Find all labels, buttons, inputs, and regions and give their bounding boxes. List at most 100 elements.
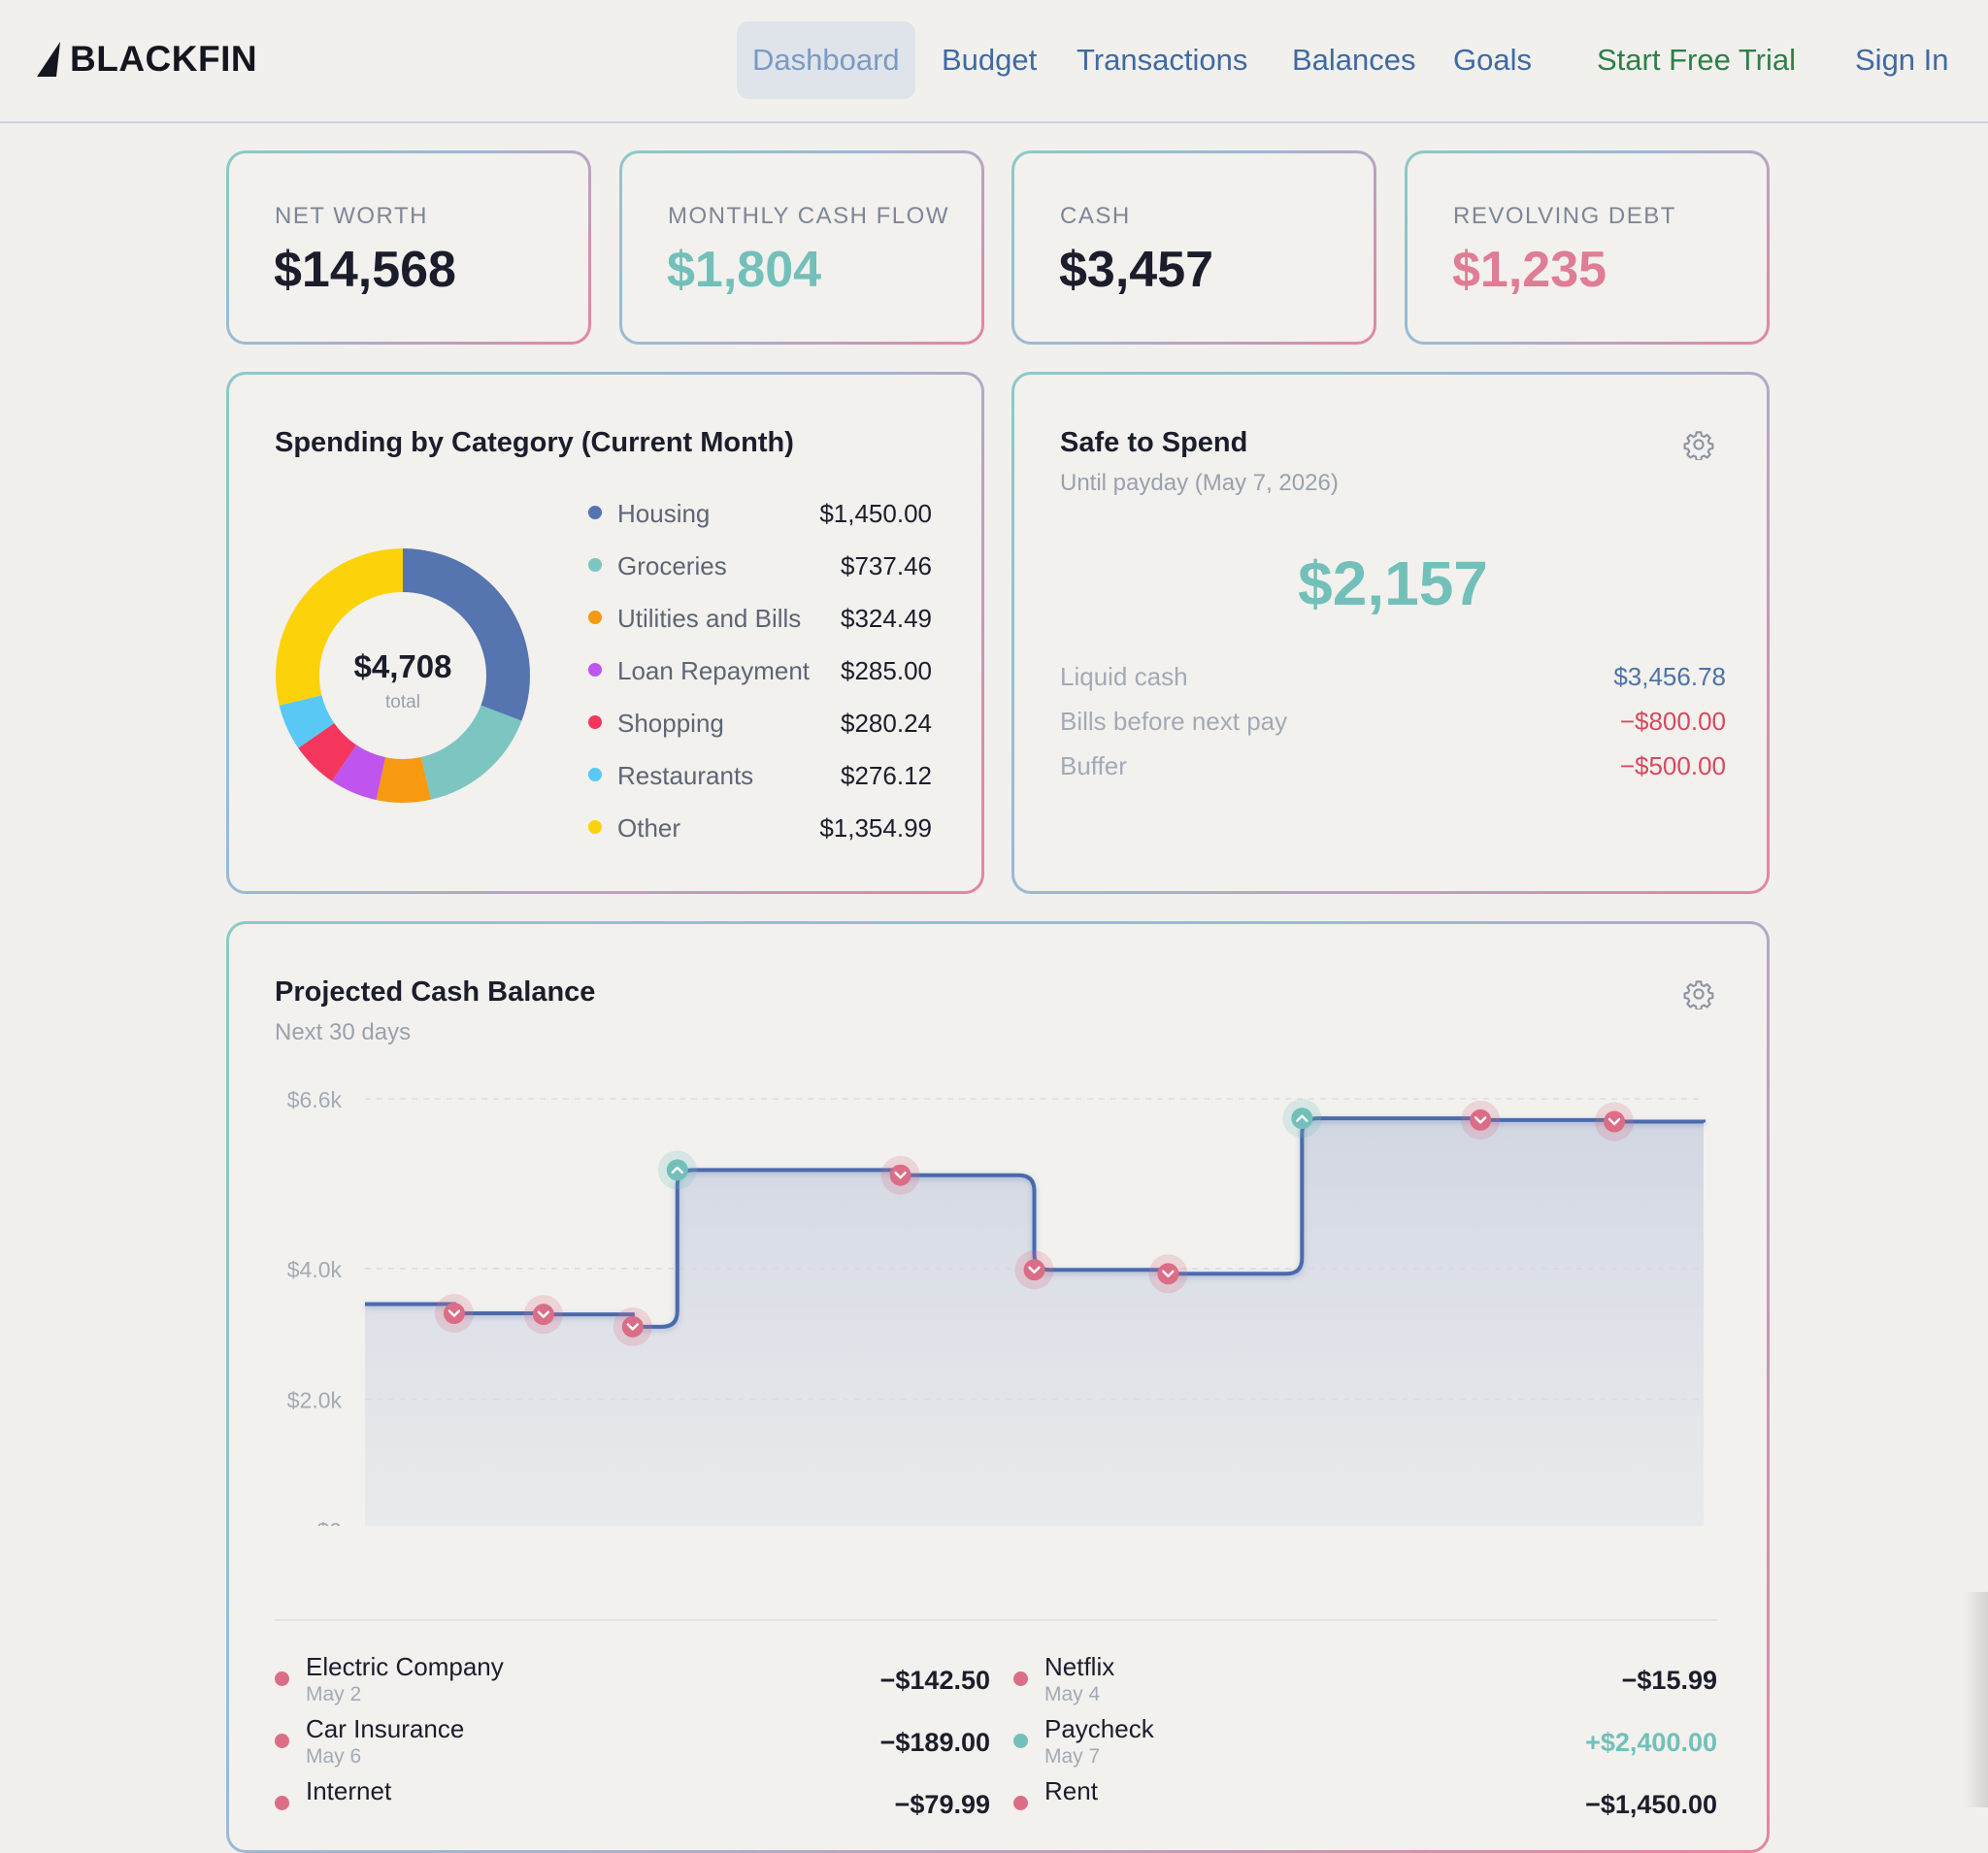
donut-slice-shopping[interactable]: [298, 722, 357, 781]
transaction-name: Electric Company: [306, 1652, 504, 1681]
chevron-up-icon: [1296, 1114, 1309, 1122]
transaction-item[interactable]: Car Insurance May 6 −$189.00: [275, 1714, 990, 1776]
chevron-down-icon: [447, 1309, 461, 1317]
chevron-down-icon: [1028, 1266, 1041, 1274]
donut-slice-groceries[interactable]: [420, 705, 522, 800]
transaction-dot: [1013, 1796, 1028, 1810]
legend-dot: [588, 506, 602, 519]
safe-row-label: Buffer: [1060, 751, 1127, 780]
net-worth-card: NET WORTH $14,568: [226, 150, 591, 345]
transaction-date: May 6: [306, 1745, 362, 1768]
expense-marker[interactable]: [434, 1294, 474, 1334]
nav-budget[interactable]: Budget: [942, 43, 1038, 77]
income-marker[interactable]: [1282, 1099, 1322, 1139]
transaction-item[interactable]: Netflix May 4 −$15.99: [1013, 1652, 1717, 1714]
chevron-down-icon: [1607, 1117, 1621, 1126]
safe-to-spend-amount: $2,157: [1298, 548, 1488, 618]
transaction-name: Netflix: [1044, 1652, 1115, 1681]
y-tick-label: $0: [316, 1518, 342, 1526]
stat-label: NET WORTH: [275, 203, 428, 229]
safe-to-spend-card: Safe to Spend Until payday (May 7, 2026)…: [1011, 372, 1770, 894]
card-title: Spending by Category (Current Month): [275, 427, 794, 458]
legend-name: Housing: [617, 499, 711, 528]
stat-label: REVOLVING DEBT: [1453, 203, 1676, 229]
expense-marker[interactable]: [880, 1155, 920, 1195]
transaction-dot: [275, 1796, 289, 1810]
nav-dashboard[interactable]: Dashboard: [737, 21, 915, 99]
legend-amount: $737.46: [841, 551, 932, 580]
nav-transactions[interactable]: Transactions: [1077, 43, 1248, 77]
donut-slice-housing[interactable]: [403, 548, 530, 721]
nav-goals[interactable]: Goals: [1453, 43, 1532, 77]
y-tick-label: $6.6k: [287, 1087, 343, 1112]
legend-dot: [588, 663, 602, 677]
transaction-date: May 4: [1044, 1683, 1101, 1705]
spending-donut-chart: $4,708 total: [275, 548, 530, 803]
sign-in-link[interactable]: Sign In: [1855, 43, 1949, 77]
transaction-item[interactable]: Internet −$79.99: [275, 1776, 990, 1838]
legend-amount: $324.49: [841, 604, 932, 633]
safe-row-buffer: Buffer −$500.00: [1060, 751, 1726, 786]
transaction-item[interactable]: Paycheck May 7 +$2,400.00: [1013, 1714, 1717, 1776]
projected-balance-chart: $6.6k$4.0k$2.0k$0Apr 30May 5May 10May 15…: [287, 1087, 1706, 1526]
legend-amount: $1,450.00: [819, 499, 932, 528]
donut-slice-other[interactable]: [275, 548, 403, 706]
safe-row-value: $3,456.78: [1613, 662, 1726, 691]
transaction-amount: −$15.99: [1621, 1666, 1717, 1695]
legend-dot: [588, 611, 602, 624]
chevron-down-icon: [1474, 1116, 1487, 1124]
donut-slice-loan-repayment[interactable]: [332, 745, 386, 801]
stat-label: CASH: [1060, 203, 1131, 229]
nav-balances[interactable]: Balances: [1292, 43, 1416, 77]
donut-slice-utilities-and-bills[interactable]: [376, 756, 431, 803]
gear-icon[interactable]: [1683, 978, 1714, 1009]
stat-value: $1,804: [667, 242, 822, 298]
transaction-dot: [1013, 1671, 1028, 1686]
brand-name: BLACKFIN: [70, 39, 258, 79]
projected-cash-balance-card: Projected Cash Balance Next 30 days $6.6…: [226, 921, 1770, 1853]
transaction-amount: +$2,400.00: [1585, 1728, 1717, 1757]
transaction-amount: −$189.00: [879, 1728, 990, 1757]
legend-name: Utilities and Bills: [617, 604, 802, 633]
card-title: Projected Cash Balance: [275, 976, 596, 1008]
card-subtitle: Until payday (May 7, 2026): [1060, 470, 1339, 496]
safe-row-value: −$800.00: [1619, 707, 1726, 736]
legend-amount: $276.12: [841, 761, 932, 790]
card-subtitle: Next 30 days: [275, 1019, 412, 1045]
legend-name: Loan Repayment: [617, 656, 811, 685]
legend-name: Other: [617, 813, 681, 843]
donut-total: $4,708: [354, 648, 452, 684]
transaction-item[interactable]: Rent −$1,450.00: [1013, 1776, 1717, 1838]
stat-value: $1,235: [1452, 242, 1607, 298]
transaction-date: May 7: [1044, 1745, 1101, 1768]
expense-marker[interactable]: [1014, 1250, 1054, 1290]
card-title: Safe to Spend: [1060, 427, 1248, 458]
gear-icon[interactable]: [1683, 429, 1714, 460]
expense-marker[interactable]: [1461, 1100, 1501, 1140]
start-free-trial-link[interactable]: Start Free Trial: [1597, 43, 1796, 77]
expense-marker[interactable]: [613, 1307, 652, 1346]
chevron-down-icon: [894, 1172, 907, 1179]
balance-area: [365, 1118, 1704, 1526]
transaction-date: May 2: [306, 1683, 362, 1705]
legend-item: Restaurants $276.12: [588, 755, 932, 794]
legend-item: Other $1,354.99: [588, 808, 932, 846]
expense-marker[interactable]: [1595, 1102, 1635, 1142]
chevron-down-icon: [537, 1310, 550, 1318]
y-tick-label: $2.0k: [287, 1387, 343, 1412]
brand-logo[interactable]: BLACKFIN: [35, 39, 257, 80]
transaction-amount: −$142.50: [879, 1666, 990, 1695]
cash-card: CASH $3,457: [1011, 150, 1376, 345]
income-marker[interactable]: [657, 1150, 697, 1190]
donut-slice-restaurants[interactable]: [279, 695, 335, 748]
top-nav: BLACKFIN Dashboard Budget Transactions B…: [0, 0, 1988, 123]
transaction-name: Car Insurance: [306, 1714, 465, 1743]
transaction-amount: −$1,450.00: [1585, 1790, 1717, 1819]
expense-marker[interactable]: [523, 1295, 563, 1335]
balance-line: [365, 1116, 1706, 1329]
transaction-name: Internet: [306, 1776, 392, 1805]
transaction-item[interactable]: Electric Company May 2 −$142.50: [275, 1652, 990, 1714]
transaction-dot: [275, 1671, 289, 1686]
stat-value: $14,568: [274, 242, 456, 298]
expense-marker[interactable]: [1148, 1254, 1188, 1294]
